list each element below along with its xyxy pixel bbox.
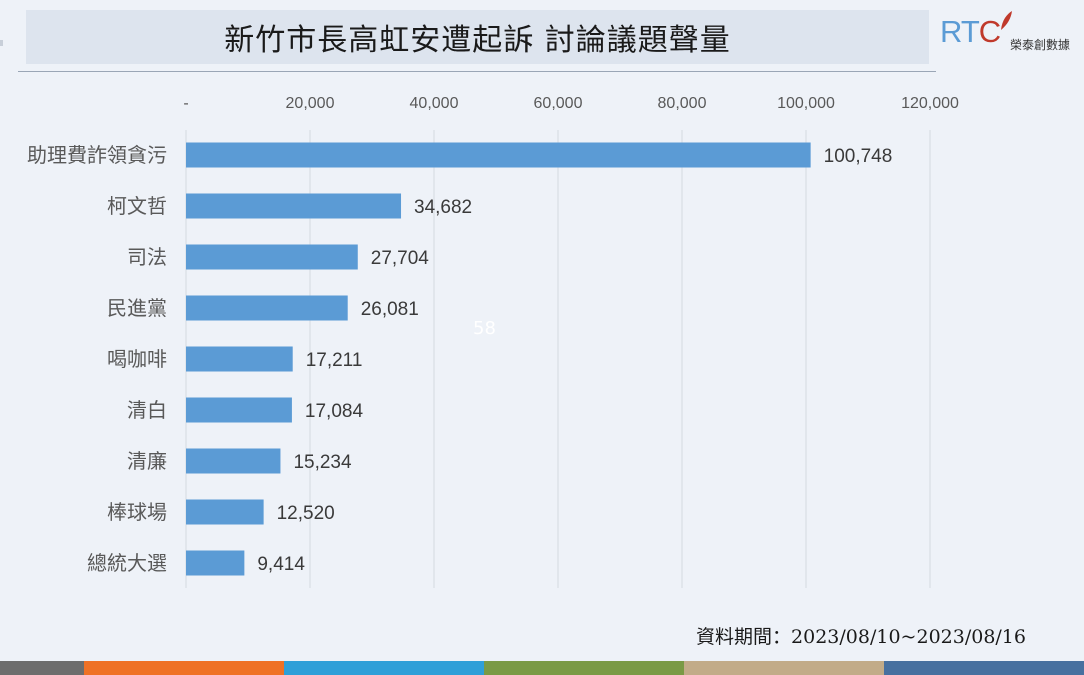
rtc-logo: RTC 榮泰創數據 bbox=[940, 10, 1080, 60]
leaf-icon bbox=[1001, 11, 1012, 30]
category-label: 司法 bbox=[127, 245, 167, 269]
category-label: 助理費詐領貪污 bbox=[27, 143, 167, 167]
strip-segment bbox=[284, 661, 484, 675]
category-label: 民進黨 bbox=[107, 296, 167, 320]
strip-segment bbox=[0, 661, 84, 675]
strip-segment bbox=[84, 661, 284, 675]
bar bbox=[186, 550, 245, 576]
bar bbox=[186, 346, 293, 372]
data-label: 15,234 bbox=[293, 452, 352, 473]
x-tick-label: - bbox=[183, 95, 188, 112]
data-label: 27,704 bbox=[371, 248, 430, 269]
data-label: 12,520 bbox=[277, 503, 335, 524]
bar bbox=[186, 193, 402, 219]
title-divider bbox=[18, 71, 936, 72]
data-label: 34,682 bbox=[414, 197, 472, 218]
x-tick-label: 40,000 bbox=[410, 95, 459, 112]
x-tick-label: 20,000 bbox=[286, 95, 335, 112]
category-label: 清廉 bbox=[127, 449, 167, 473]
bar bbox=[186, 142, 811, 168]
logo-subtitle: 榮泰創數據 bbox=[1010, 38, 1071, 52]
logo-mark-c: C bbox=[978, 14, 1001, 49]
category-label: 總統大選 bbox=[87, 551, 167, 575]
logo-mark-prefix: RT bbox=[940, 14, 980, 49]
strip-segment bbox=[884, 661, 1084, 675]
data-label: 17,084 bbox=[305, 401, 364, 422]
category-label: 棒球場 bbox=[107, 500, 167, 524]
title-bar: 新竹市長高虹安遭起訴 討論議題聲量 bbox=[26, 10, 929, 64]
stray-label: 58 bbox=[473, 318, 496, 339]
strip-segment bbox=[684, 661, 884, 675]
bar bbox=[186, 295, 348, 321]
edge-mark bbox=[0, 40, 3, 46]
logo-mark: RTC bbox=[940, 14, 1001, 50]
bar bbox=[186, 448, 281, 474]
category-label: 柯文哲 bbox=[107, 194, 167, 218]
data-label: 26,081 bbox=[361, 299, 419, 320]
bottom-color-strip bbox=[0, 661, 1084, 675]
category-label: 清白 bbox=[127, 398, 167, 422]
data-label: 100,748 bbox=[824, 146, 893, 167]
data-label: 9,414 bbox=[257, 554, 305, 575]
bar bbox=[186, 499, 264, 525]
x-tick-label: 120,000 bbox=[901, 95, 959, 112]
bar-chart: - 20,000 40,000 60,000 80,000 100,000 120,000 助… bbox=[27, 95, 959, 588]
category-label: 喝咖啡 bbox=[107, 347, 167, 371]
x-tick-label: 100,000 bbox=[777, 95, 835, 112]
bar bbox=[186, 397, 292, 423]
date-range: 資料期間：2023/08/10~2023/08/16 bbox=[696, 626, 1026, 648]
page-title: 新竹市長高虹安遭起訴 討論議題聲量 bbox=[224, 23, 731, 58]
bar bbox=[186, 244, 358, 270]
x-tick-label: 80,000 bbox=[658, 95, 707, 112]
strip-segment bbox=[484, 661, 684, 675]
data-label: 17,211 bbox=[306, 350, 363, 371]
x-tick-label: 60,000 bbox=[534, 95, 583, 112]
